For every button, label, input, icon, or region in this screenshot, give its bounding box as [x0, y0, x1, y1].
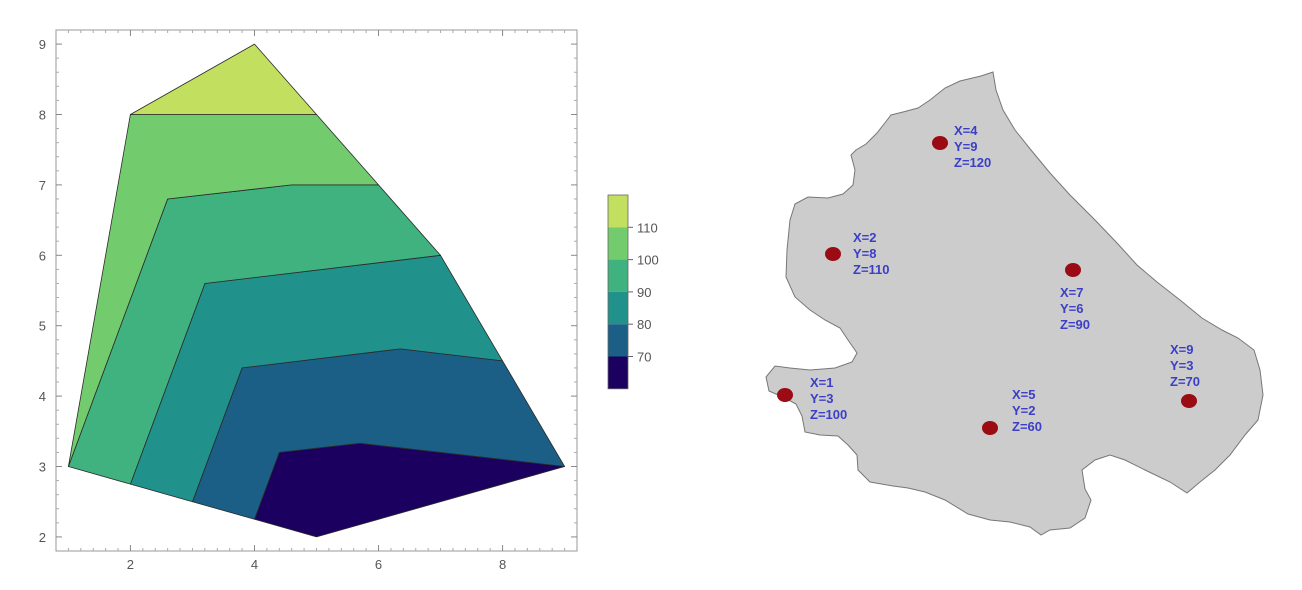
point-label: Z=60	[1012, 419, 1042, 434]
x-tick-label: 2	[127, 557, 134, 572]
point-label: X=1	[810, 375, 834, 390]
contour-legend: 70 80 90 100 110	[607, 194, 659, 390]
y-tick-label: 2	[39, 530, 46, 545]
y-tick-label: 3	[39, 460, 46, 475]
point-marker	[982, 421, 998, 435]
x-axis: 2 4 6 8	[67, 30, 566, 572]
legend-swatch	[608, 356, 628, 389]
point-marker	[825, 247, 841, 261]
x-tick-label: 4	[251, 557, 258, 572]
point-label: X=9	[1170, 342, 1194, 357]
legend-label: 90	[637, 285, 651, 300]
contour-band-80-90	[129, 254, 504, 503]
contour-band-above-110	[129, 43, 317, 115]
point-label: X=2	[853, 230, 877, 245]
point-label: Y=9	[954, 139, 978, 154]
point-label: Z=120	[954, 155, 991, 170]
y-tick-label: 4	[39, 389, 46, 404]
point-label: Z=70	[1170, 374, 1200, 389]
map-panel: X=4Y=9Z=120X=2Y=8Z=110X=7Y=6Z=90X=9Y=3Z=…	[765, 71, 1264, 536]
y-tick-label: 7	[39, 178, 46, 193]
point-label: Z=100	[810, 407, 847, 422]
point-label: Y=2	[1012, 403, 1036, 418]
legend-swatch	[608, 291, 628, 325]
legend-label: 110	[637, 220, 658, 235]
legend-swatch	[608, 259, 628, 292]
region-shape	[765, 71, 1264, 536]
y-tick-label: 9	[39, 37, 46, 52]
y-axis: 2 3 4 5 6 7 8 9	[39, 37, 577, 545]
contour-plot: 2 4 6 8 2 3 4 5 6 7 8 9	[39, 29, 578, 572]
legend-label: 70	[637, 350, 651, 365]
point-label: Z=90	[1060, 317, 1090, 332]
map-points: X=4Y=9Z=120X=2Y=8Z=110X=7Y=6Z=90X=9Y=3Z=…	[777, 123, 1200, 435]
point-marker	[1181, 394, 1197, 408]
point-label: Y=8	[853, 246, 877, 261]
legend-swatch	[608, 227, 628, 260]
point-marker	[1065, 263, 1081, 277]
x-tick-label: 8	[499, 557, 506, 572]
y-tick-label: 5	[39, 319, 46, 334]
point-marker	[777, 388, 793, 402]
legend-label: 100	[637, 253, 659, 268]
point-label: X=7	[1060, 285, 1084, 300]
legend-swatch	[608, 195, 628, 228]
point-label: Y=3	[1170, 358, 1194, 373]
point-marker	[932, 136, 948, 150]
x-tick-label: 6	[375, 557, 382, 572]
y-tick-label: 6	[39, 248, 46, 263]
point-label: X=4	[954, 123, 978, 138]
y-tick-label: 8	[39, 107, 46, 122]
point-label: X=5	[1012, 387, 1036, 402]
point-label: Z=110	[853, 262, 890, 277]
legend-label: 80	[637, 317, 651, 332]
contour-regions	[68, 43, 565, 538]
legend-swatch	[608, 324, 628, 357]
point-label: Y=6	[1060, 301, 1084, 316]
point-label: Y=3	[810, 391, 834, 406]
